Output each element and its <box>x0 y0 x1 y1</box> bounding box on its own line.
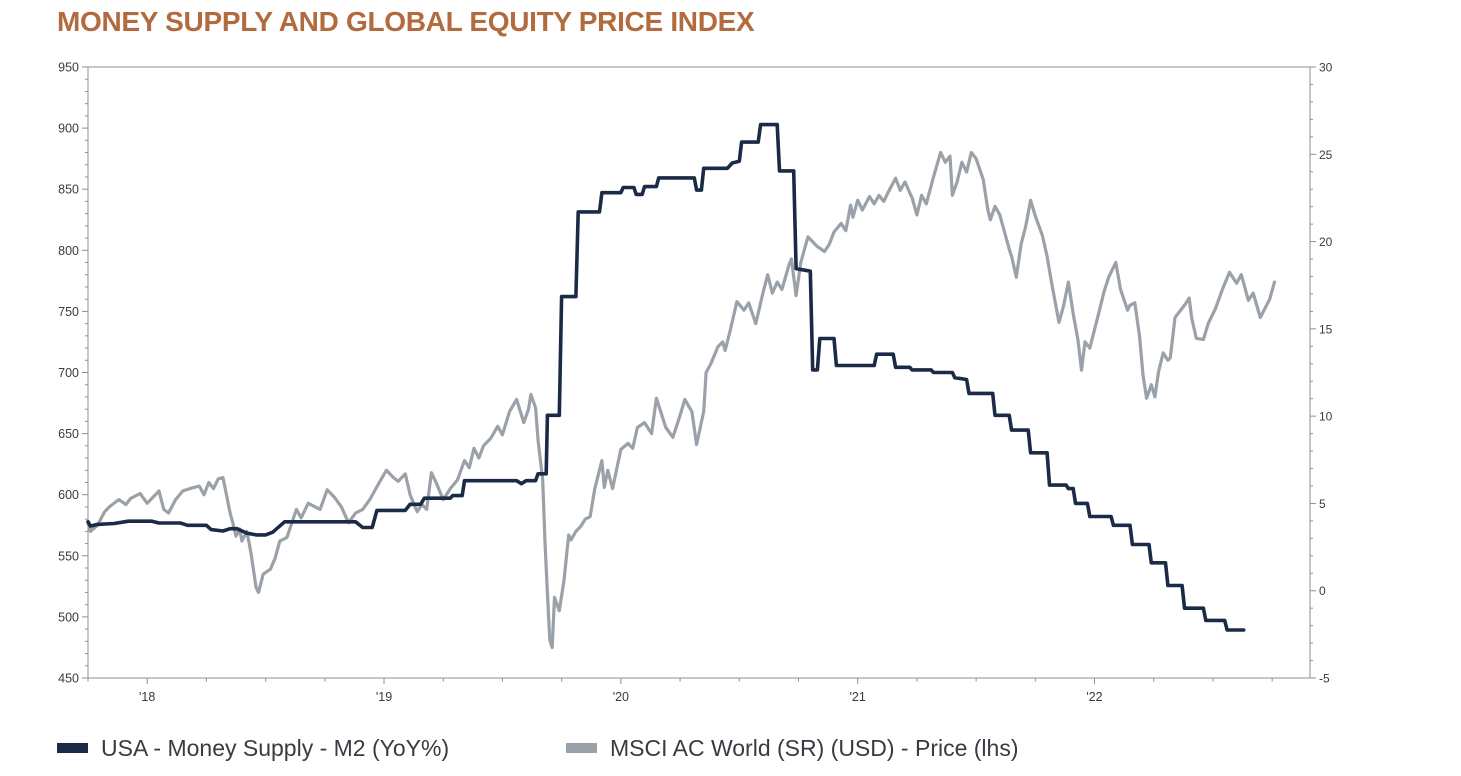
right-axis-tick-label: 30 <box>1319 61 1333 75</box>
left-axis-tick-label: 900 <box>58 122 79 136</box>
left-axis-tick-label: 800 <box>58 244 79 258</box>
right-axis-tick-label: 20 <box>1319 235 1333 249</box>
legend-item-msci: MSCI AC World (SR) (USD) - Price (lhs) <box>566 731 1019 765</box>
msci-series-line <box>86 150 1277 650</box>
x-axis-tick-label: '18 <box>139 690 155 704</box>
right-axis-tick-label: 0 <box>1319 584 1326 598</box>
msci-legend-label: MSCI AC World (SR) (USD) - Price (lhs) <box>610 734 1019 761</box>
legend-item-m2: USA - Money Supply - M2 (YoY%) <box>57 731 449 765</box>
left-axis-tick-label: 500 <box>58 610 79 624</box>
x-axis-tick-label: '21 <box>850 690 866 704</box>
m2-legend-label: USA - Money Supply - M2 (YoY%) <box>101 734 450 761</box>
chart-title: MONEY SUPPLY AND GLOBAL EQUITY PRICE IND… <box>57 6 755 37</box>
left-axis-tick-label: 950 <box>58 61 79 75</box>
right-axis-tick-label: 25 <box>1319 148 1333 162</box>
right-axis-tick-label: 15 <box>1319 322 1333 336</box>
m2-series-line <box>86 122 1246 632</box>
left-axis-tick-label: 650 <box>58 427 79 441</box>
x-axis-tick-label: '19 <box>376 690 392 704</box>
x-axis-tick-label: '22 <box>1086 690 1102 704</box>
right-axis-tick-label: 5 <box>1319 497 1326 511</box>
chart-legend: USA - Money Supply - M2 (YoY%) MSCI AC W… <box>0 731 1461 765</box>
right-axis-tick-label: 10 <box>1319 410 1333 424</box>
left-axis-tick-label: 700 <box>58 366 79 380</box>
right-axis-tick-label: -5 <box>1319 672 1330 686</box>
m2-legend-swatch <box>57 743 88 753</box>
plot-frame <box>87 66 1311 679</box>
left-axis-tick-label: 450 <box>58 672 79 686</box>
left-axis-tick-label: 750 <box>58 305 79 319</box>
x-axis-tick-label: '20 <box>613 690 629 704</box>
msci-legend-swatch <box>566 743 597 753</box>
left-axis-tick-label: 600 <box>58 488 79 502</box>
left-axis-tick-label: 550 <box>58 549 79 563</box>
left-axis-tick-label: 850 <box>58 183 79 197</box>
